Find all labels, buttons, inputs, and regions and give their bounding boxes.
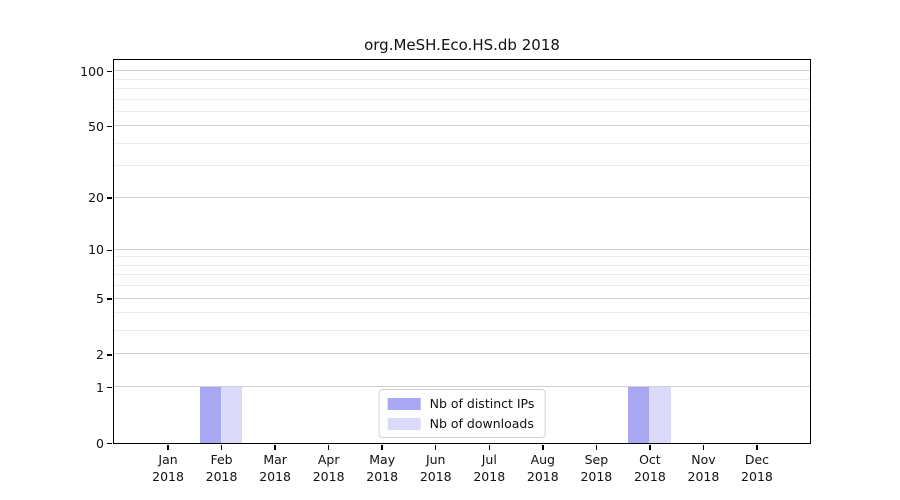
x-tick-year: 2018 [741,469,773,484]
x-tick-year: 2018 [526,469,559,484]
x-tick-label: Jan 2018 [133,451,203,485]
minor-gridline [114,78,810,80]
x-tick-month: Sep [584,452,609,467]
x-tick-label: Oct 2018 [615,451,685,485]
legend-label-distinct-ips: Nb of distinct IPs [429,396,535,411]
x-tick-mark [327,445,330,450]
major-gridline [114,248,810,250]
minor-gridline [114,264,810,266]
major-gridline [114,125,810,127]
y-tick-label: 0 [96,435,104,451]
minor-gridline [114,256,810,258]
x-tick-year: 2018 [312,469,345,484]
y-tick-label: 50 [88,118,104,134]
y-tick-mark [106,197,112,199]
x-tick-label: Feb 2018 [187,451,257,485]
x-tick-mark [488,445,491,450]
major-gridline [114,297,810,299]
x-tick-label: May 2018 [347,451,417,485]
bar-distinct-ips [627,387,650,443]
legend-item-distinct-ips: Nb of distinct IPs [387,396,535,411]
y-tick-label: 1 [96,379,104,395]
x-tick-label: Apr 2018 [294,451,364,485]
y-tick-mark [106,70,112,73]
x-tick-year: 2018 [687,469,720,484]
x-tick-mark [756,445,758,450]
minor-gridline [114,87,810,89]
y-tick-mark [106,125,112,128]
y-tick-mark [106,442,112,445]
x-tick-label: Dec 2018 [722,451,792,485]
minor-gridline [114,165,810,167]
x-tick-month: Apr [317,452,340,467]
y-tick-label: 20 [88,190,104,206]
x-tick-mark [220,445,223,450]
x-tick-mark [434,445,437,450]
bar-downloads [649,387,671,443]
legend: Nb of distinct IPs Nb of downloads [378,389,546,438]
major-gridline [114,353,810,355]
x-tick-label: Jun 2018 [401,451,471,485]
legend-swatch-downloads [387,417,421,430]
x-tick-label: Nov 2018 [668,451,738,485]
x-tick-month: Oct [639,452,661,467]
y-tick-label: 100 [80,63,104,79]
bar-distinct-ips [199,387,222,443]
x-tick-month: Jan [158,452,178,467]
minor-gridline [114,110,810,112]
x-tick-mark [274,445,276,450]
x-tick-year: 2018 [580,469,613,484]
minor-gridline [114,312,810,314]
x-tick-year: 2018 [152,469,184,484]
x-tick-year: 2018 [419,469,452,484]
y-tick-mark [106,249,112,252]
x-tick-year: 2018 [259,469,292,484]
y-tick-mark [106,386,112,389]
minor-gridline [114,330,810,332]
x-tick-mark [702,445,705,450]
major-gridline [114,70,810,72]
minor-gridline [114,142,810,144]
x-tick-month: May [369,452,396,467]
x-tick-year: 2018 [205,469,238,484]
plot-area: Nb of distinct IPs Nb of downloads [113,59,811,444]
y-tick-label: 5 [96,291,104,307]
x-tick-month: Jul [481,452,497,467]
major-gridline [114,196,810,198]
x-tick-label: Jul 2018 [454,451,524,485]
x-tick-mark [381,445,383,450]
x-tick-label: Mar 2018 [240,451,310,485]
y-tick-mark [106,354,112,356]
x-tick-label: Aug 2018 [508,451,578,485]
x-tick-mark [649,445,651,450]
x-tick-month: Mar [263,452,287,467]
x-tick-year: 2018 [633,469,666,484]
x-tick-year: 2018 [473,469,506,484]
x-tick-month: Dec [744,452,770,467]
chart-title: org.MeSH.Eco.HS.db 2018 [364,36,560,54]
x-tick-mark [167,445,169,450]
x-tick-month: Feb [210,452,233,467]
y-tick-label: 10 [88,242,104,258]
legend-item-downloads: Nb of downloads [387,416,535,431]
x-tick-year: 2018 [366,469,399,484]
x-tick-mark [542,445,544,450]
x-tick-month: Jun [425,452,446,467]
minor-gridline [114,98,810,100]
minor-gridline [114,274,810,276]
minor-gridline [114,285,810,287]
bar-downloads [221,387,243,443]
legend-label-downloads: Nb of downloads [429,416,534,431]
x-tick-label: Sep 2018 [561,451,631,485]
legend-swatch-distinct-ips [387,397,421,410]
x-tick-month: Nov [691,452,716,467]
major-gridline [114,386,810,388]
y-tick-label: 2 [96,346,104,362]
x-tick-month: Aug [530,452,555,467]
y-tick-mark [106,298,112,300]
x-tick-mark [595,445,598,450]
